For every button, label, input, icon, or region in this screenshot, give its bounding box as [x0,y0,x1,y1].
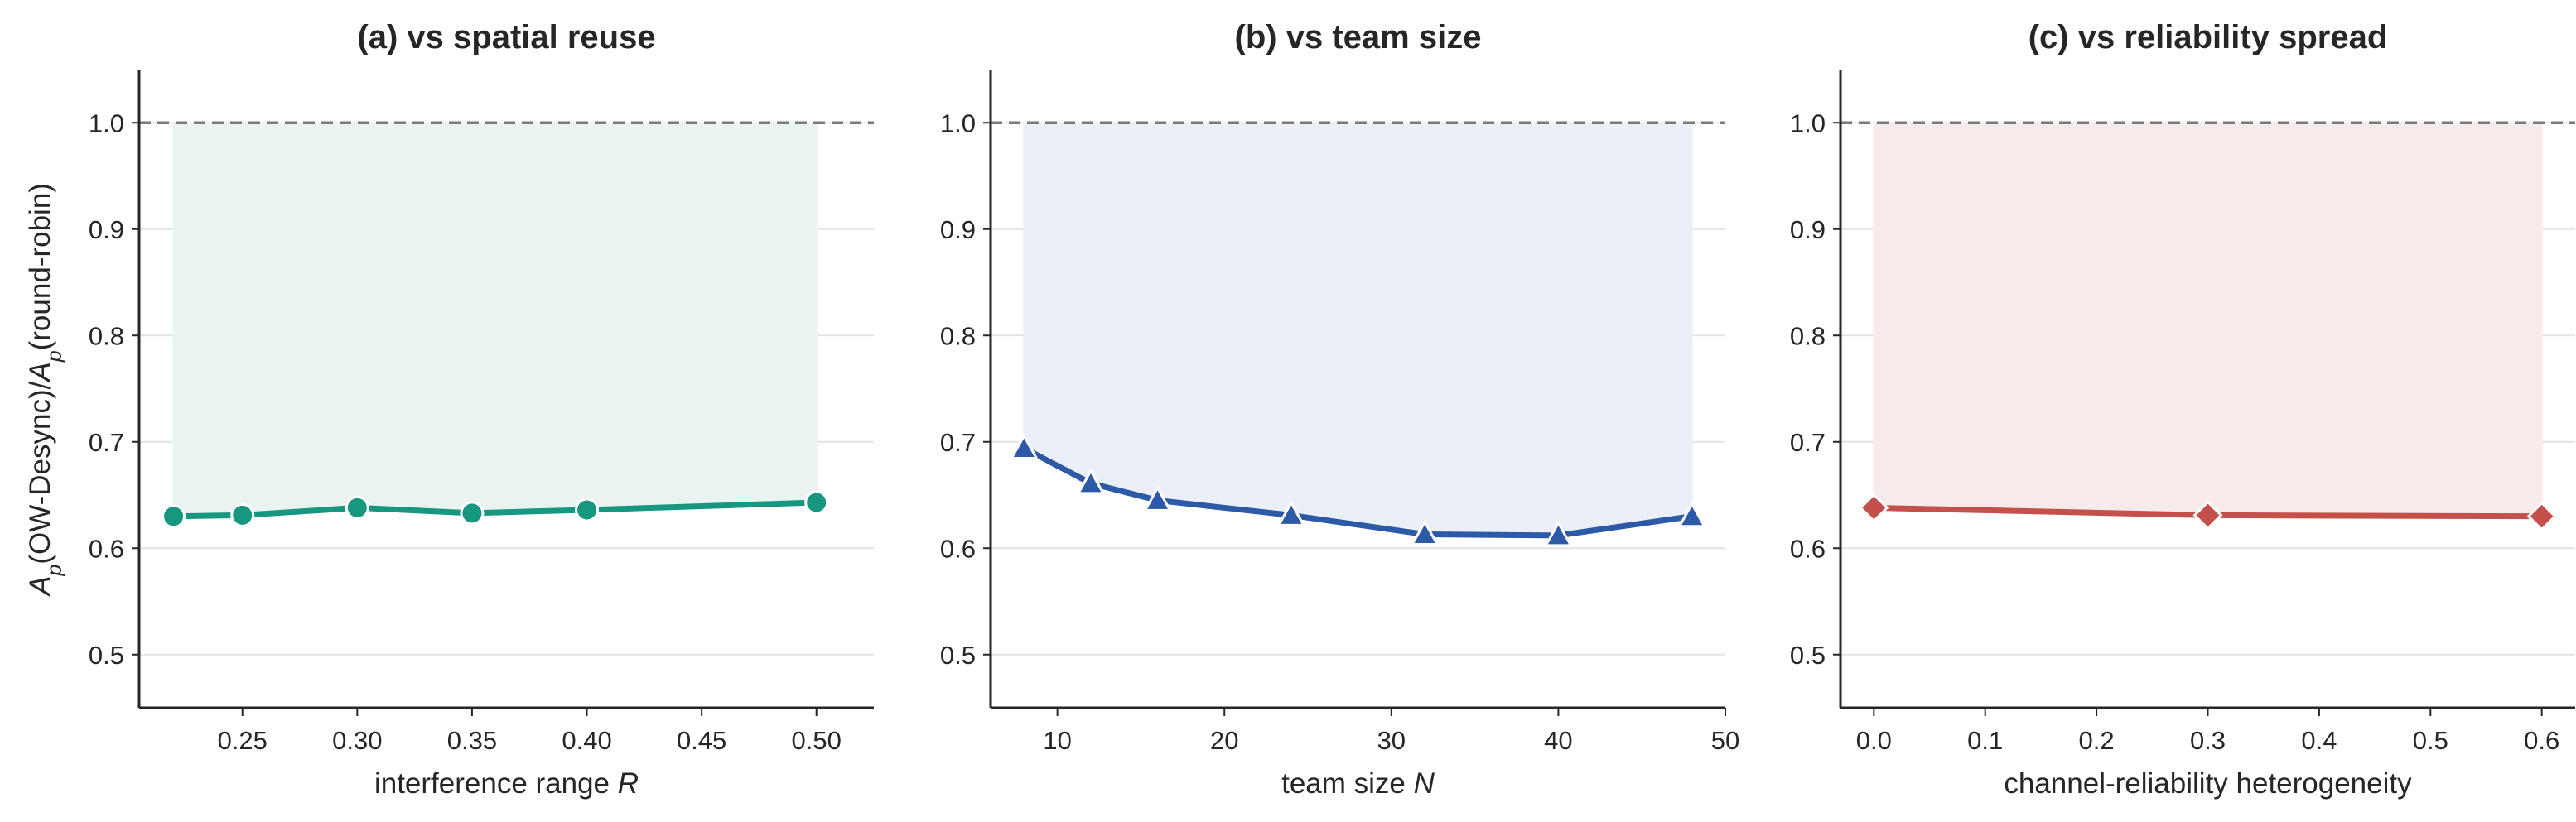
data-point [345,495,369,520]
x-tick-label: 0.50 [792,726,842,755]
x-tick-label: 0.4 [2301,726,2337,755]
y-tick-label: 0.9 [940,215,976,244]
y-tick-label: 0.6 [1790,534,1826,563]
x-tick-label: 10 [1043,726,1071,755]
x-axis-label-text: channel-reliability heterogeneity [2004,767,2412,800]
chart-panel-2: 0.5 0.6 0.7 0.8 0.9 1.0 10 20 30 40 50 (b) vs team … [940,19,1739,800]
y-tick-label: 1.0 [1790,108,1826,137]
shaded-gap-area [1023,122,1693,536]
y-tick-label: 0.5 [1790,641,1826,670]
data-point [1410,519,1440,546]
x-tick-label: 0.25 [218,726,268,755]
y-tick-label: 0.7 [89,428,124,457]
x-tick-label: 40 [1544,726,1572,755]
data-point [1543,520,1573,547]
data-point [1677,501,1707,528]
x-tick-label: 0.2 [2079,726,2115,755]
y-tick-label: 0.8 [89,321,124,350]
y-axis-label-part: A [24,362,56,382]
data-point [162,504,186,529]
x-tick-label: 0.1 [1967,726,2003,755]
chart-title: (b) vs team size [1235,19,1482,55]
y-tick-label: 0.9 [89,215,124,244]
y-axis-label-text: Ap(OW-Desync)/Ap(round-robin) [24,183,66,597]
chart-title: (c) vs reliability spread [2028,19,2388,55]
x-axis-label-variable: R [618,767,639,800]
chart-title: (a) vs spatial reuse [357,19,655,55]
x-tick-label: 0.40 [562,726,611,755]
y-tick-label: 0.8 [940,321,976,350]
x-tick-label: 0.45 [677,726,726,755]
data-point [1076,468,1106,495]
x-tick-label: 30 [1377,726,1406,755]
y-axis-label-part: A [24,576,56,597]
data-point [1859,493,1889,523]
y-axis-label-part: p [43,565,66,577]
data-point [460,501,485,526]
data-point [1143,485,1173,512]
x-axis-label: team size N [1281,767,1435,800]
shaded-gap-area [1873,122,2543,517]
x-axis-label: channel-reliability heterogeneity [2004,767,2412,800]
data-point [575,498,600,522]
y-tick-label: 0.7 [940,428,976,457]
chart-panel-1: 0.5 0.6 0.7 0.8 0.9 1.0 0.25 0.30 0.35 0.40 0.45 0.… [89,19,874,800]
y-axis-label-part: p [43,350,66,363]
y-axis-label-part: (round-robin) [24,183,56,350]
x-tick-label: 50 [1711,726,1739,755]
data-point [2192,500,2223,531]
x-tick-label: 0.6 [2524,726,2559,755]
y-axis-label-part: (OW-Desync)/ [24,381,56,564]
y-tick-label: 1.0 [940,108,976,137]
y-tick-label: 0.5 [940,641,976,670]
data-point [230,502,255,527]
x-tick-label: 0.30 [332,726,382,755]
y-tick-label: 0.5 [89,641,124,670]
data-point [804,490,829,515]
x-tick-label: 20 [1210,726,1238,755]
y-tick-label: 0.6 [89,534,124,563]
x-axis-label-variable: N [1414,767,1435,800]
y-tick-label: 0.6 [940,534,976,563]
x-tick-label: 0.3 [2190,726,2226,755]
chart-panel-3: 0.5 0.6 0.7 0.8 0.9 1.0 0.0 0.1 0.2 0.3 0.4 0.5 0.6 (… [1790,19,2575,800]
data-point [1276,500,1306,526]
y-tick-label: 0.8 [1790,321,1826,350]
x-tick-label: 0.35 [447,726,497,755]
y-tick-label: 0.9 [1790,215,1826,244]
x-tick-label: 0.5 [2413,726,2448,755]
data-point [2526,501,2557,531]
x-axis-label-text: interference range [374,767,618,800]
y-tick-label: 0.7 [1790,428,1826,457]
x-axis-label-text: team size [1281,767,1414,800]
data-point [1009,433,1039,459]
x-axis-label: interference range R [374,767,639,800]
x-tick-label: 0.0 [1856,726,1892,755]
y-tick-label: 1.0 [89,108,124,137]
y-axis-label: Ap(OW-Desync)/Ap(round-robin) [24,183,66,597]
shaded-gap-area [172,122,818,517]
panels: 0.5 0.6 0.7 0.8 0.9 1.0 0.25 0.30 0.35 0.40 0.45 0.… [89,19,2575,800]
